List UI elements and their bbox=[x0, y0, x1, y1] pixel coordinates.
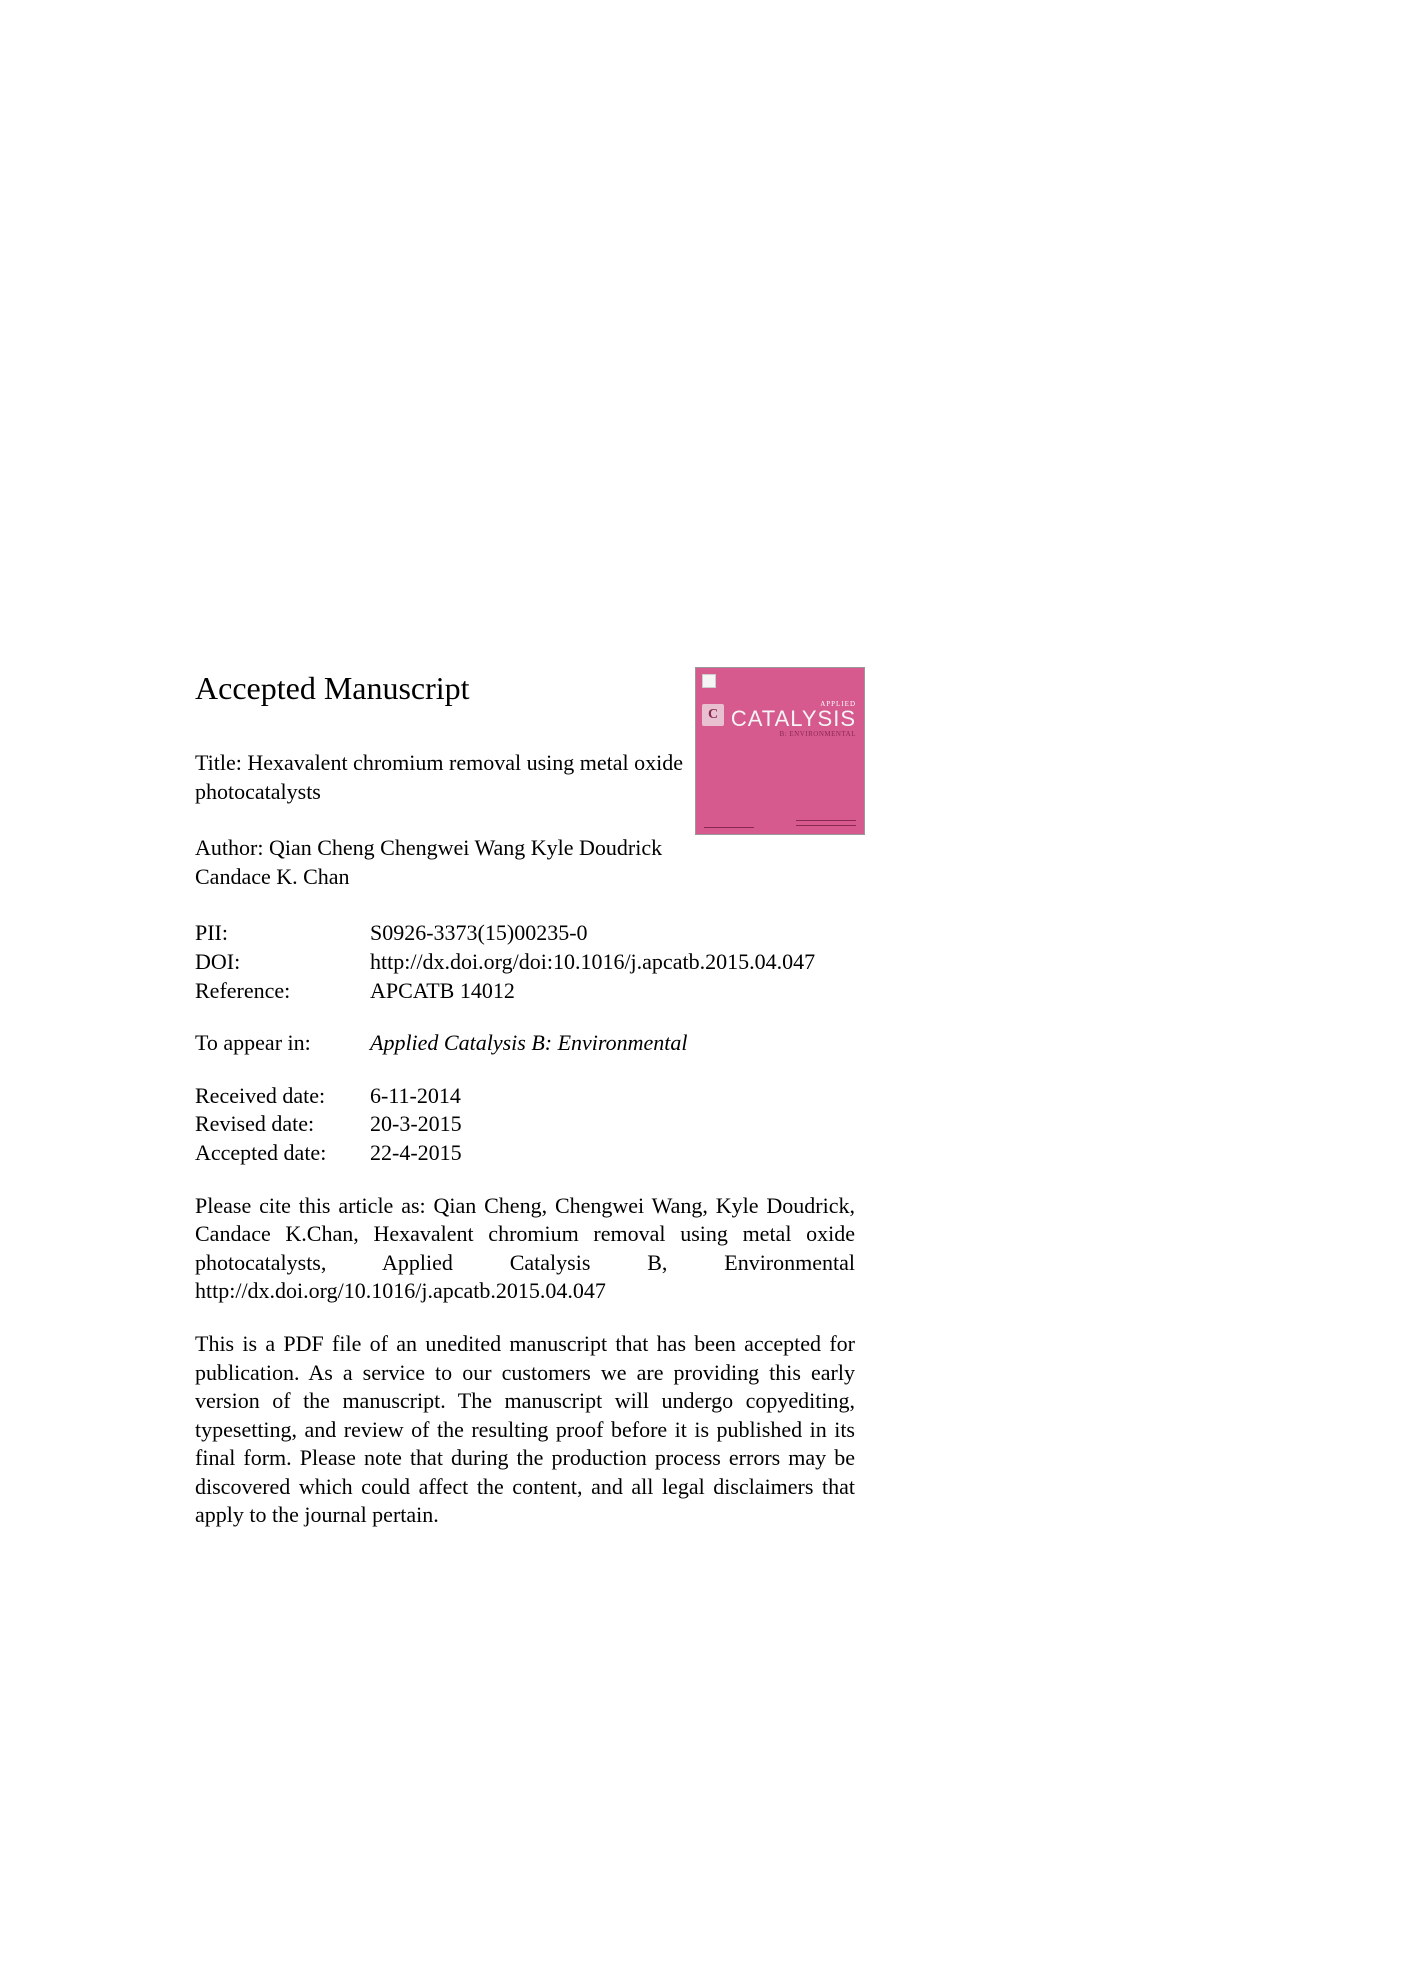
cover-bottom-right bbox=[796, 818, 856, 828]
title-label: Title: bbox=[195, 750, 242, 775]
appear-label: To appear in: bbox=[195, 1029, 370, 1058]
revised-value: 20-3-2015 bbox=[370, 1110, 1015, 1139]
cover-bottom-left bbox=[704, 820, 754, 828]
pii-value: S0926-3373(15)00235-0 bbox=[370, 919, 1015, 948]
cover-subtitle-text: B: ENVIRONMENTAL bbox=[704, 730, 856, 738]
meta-table-3: Received date: 6-11-2014 Revised date: 2… bbox=[195, 1082, 1015, 1168]
revised-label: Revised date: bbox=[195, 1110, 370, 1139]
manuscript-title: Hexavalent chromium removal using metal … bbox=[195, 750, 683, 804]
reference-value: APCATB 14012 bbox=[370, 977, 1015, 1006]
journal-cover-thumbnail: C APPLIED CATALYSIS B: ENVIRONMENTAL bbox=[695, 667, 865, 835]
cover-title-block: APPLIED CATALYSIS B: ENVIRONMENTAL bbox=[704, 700, 856, 738]
manuscript-authors: Qian Cheng Chengwei Wang Kyle Doudrick C… bbox=[195, 835, 662, 889]
citation-text: Please cite this article as: Qian Cheng,… bbox=[195, 1192, 855, 1306]
meta-row-appear: To appear in: Applied Catalysis B: Envir… bbox=[195, 1029, 1015, 1058]
received-value: 6-11-2014 bbox=[370, 1082, 1015, 1111]
author-block: Author: Qian Cheng Chengwei Wang Kyle Do… bbox=[195, 834, 715, 891]
accepted-label: Accepted date: bbox=[195, 1139, 370, 1168]
reference-label: Reference: bbox=[195, 977, 370, 1006]
cover-bottom-block bbox=[704, 818, 856, 828]
appear-value: Applied Catalysis B: Environmental bbox=[370, 1029, 1015, 1058]
accepted-value: 22-4-2015 bbox=[370, 1139, 1015, 1168]
title-block: Title: Hexavalent chromium removal using… bbox=[195, 749, 715, 806]
cover-bottom-text-2 bbox=[796, 823, 856, 826]
meta-table-2: To appear in: Applied Catalysis B: Envir… bbox=[195, 1029, 1015, 1058]
cover-bottom-text-1 bbox=[796, 818, 856, 821]
accepted-manuscript-heading: Accepted Manuscript bbox=[195, 670, 1015, 707]
disclaimer-text: This is a PDF file of an unedited manusc… bbox=[195, 1330, 855, 1530]
author-label: Author: bbox=[195, 835, 263, 860]
meta-row-pii: PII: S0926-3373(15)00235-0 bbox=[195, 919, 1015, 948]
cover-catalysis-text: CATALYSIS bbox=[704, 708, 856, 730]
received-label: Received date: bbox=[195, 1082, 370, 1111]
doi-value: http://dx.doi.org/doi:10.1016/j.apcatb.2… bbox=[370, 948, 1015, 977]
meta-row-revised: Revised date: 20-3-2015 bbox=[195, 1110, 1015, 1139]
meta-row-received: Received date: 6-11-2014 bbox=[195, 1082, 1015, 1111]
doi-label: DOI: bbox=[195, 948, 370, 977]
meta-row-doi: DOI: http://dx.doi.org/doi:10.1016/j.apc… bbox=[195, 948, 1015, 977]
meta-row-accepted: Accepted date: 22-4-2015 bbox=[195, 1139, 1015, 1168]
cover-publisher-logo bbox=[702, 674, 716, 688]
meta-table-1: PII: S0926-3373(15)00235-0 DOI: http://d… bbox=[195, 919, 1015, 1005]
pii-label: PII: bbox=[195, 919, 370, 948]
meta-row-reference: Reference: APCATB 14012 bbox=[195, 977, 1015, 1006]
